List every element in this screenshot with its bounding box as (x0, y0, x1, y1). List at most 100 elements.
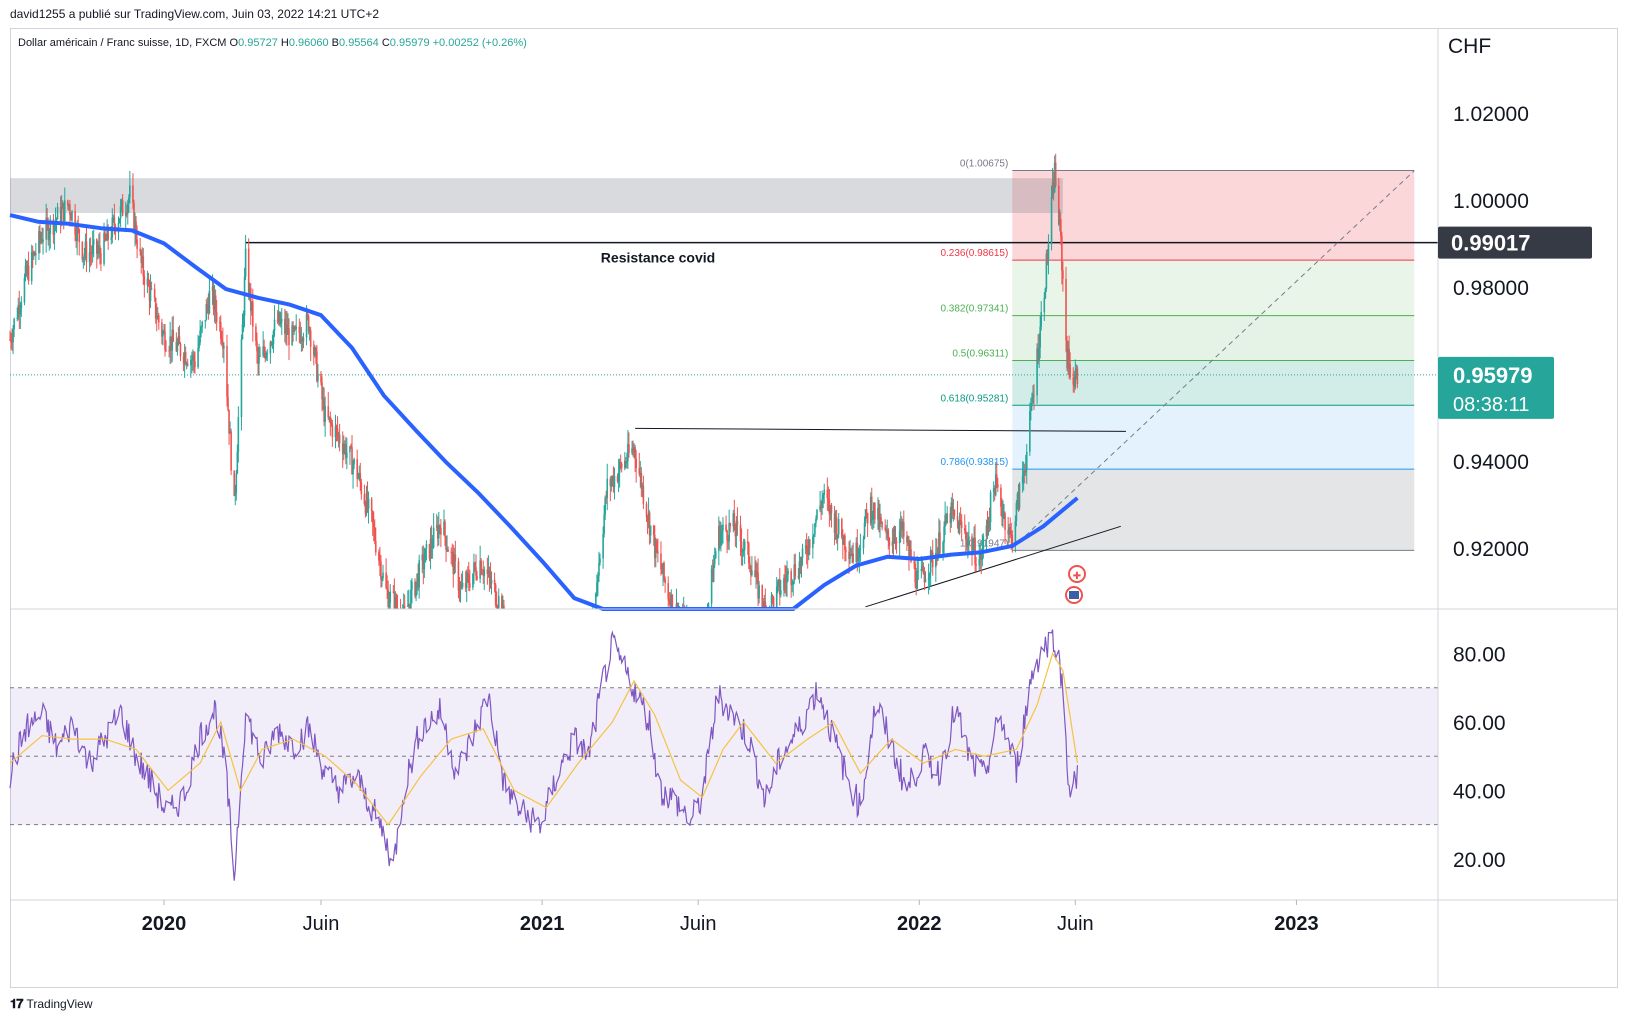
candle-body (84, 241, 87, 254)
time-tick-label: Juin (1057, 913, 1094, 935)
tradingview-brand[interactable]: 𝟏𝟕 TradingView (10, 996, 93, 1012)
candle-body (278, 312, 281, 325)
candle-body (486, 569, 489, 575)
level-badge[interactable] (1438, 226, 1592, 259)
candle-body (1050, 196, 1053, 245)
candle-body (1017, 493, 1020, 509)
candle-body (957, 520, 960, 534)
candle-body (430, 538, 433, 548)
candle-body (916, 571, 919, 589)
candle-body (106, 227, 108, 241)
candle-body (164, 331, 166, 350)
neckline[interactable] (635, 427, 1126, 432)
candle-body (82, 257, 85, 260)
candle-body (893, 537, 896, 543)
candle-body (619, 461, 622, 464)
candle-body (78, 229, 81, 243)
candle-body (128, 197, 130, 204)
candle-body (1076, 368, 1079, 385)
candle-body (273, 319, 276, 331)
candle-body (162, 333, 164, 337)
candle-body (107, 227, 109, 240)
candle-body (324, 406, 326, 423)
candle-body (952, 509, 955, 511)
candle-body (16, 317, 19, 319)
candle-body (501, 596, 503, 609)
candle-body (625, 460, 627, 464)
time-tick-label: 2022 (897, 913, 942, 935)
last-price-badge[interactable] (1438, 356, 1554, 419)
candle-body (308, 330, 311, 332)
candle-body (17, 305, 20, 318)
supply-zone[interactable] (10, 178, 1063, 213)
candle-body (1040, 312, 1043, 327)
economic-events[interactable]: ✚ (1065, 565, 1086, 604)
candle-body (67, 200, 69, 206)
price-tick-label: 0.94000 (1453, 451, 1529, 474)
candle-body (288, 327, 290, 346)
candle-body (930, 550, 933, 553)
candle-body (363, 494, 366, 504)
candle-body (605, 497, 608, 499)
candle-body (271, 343, 274, 345)
fib-level-label: 0(1.00675) (960, 159, 1008, 170)
support-trendline[interactable] (865, 525, 1121, 608)
candle-body (92, 239, 95, 245)
candle-body (790, 571, 792, 586)
candle-body (374, 540, 377, 553)
candle-body (172, 329, 175, 342)
candle-body (421, 554, 424, 561)
candle-body (323, 398, 325, 423)
candle-body (440, 527, 442, 535)
candle-body (265, 353, 268, 359)
rsi-tick-label: 80.00 (1453, 644, 1506, 667)
candle-body (714, 551, 717, 558)
candle-body (490, 579, 493, 584)
candle-body (733, 513, 736, 531)
candle-body (157, 315, 160, 323)
candle-body (963, 528, 966, 531)
candle-body (97, 250, 99, 254)
candle-body (454, 554, 457, 562)
rsi-ma-line[interactable] (9, 652, 1078, 826)
candle-body (891, 541, 894, 546)
candle-body (23, 277, 26, 303)
candle-body (899, 521, 902, 531)
candle-body (595, 593, 597, 609)
swiss-flag-icon[interactable] (1068, 565, 1086, 583)
candle-body (1044, 288, 1047, 298)
candle-body (1069, 363, 1071, 378)
candle-body (329, 416, 332, 423)
candle-body (272, 330, 275, 344)
candle-body (197, 348, 199, 368)
candle-body (146, 278, 149, 285)
candle-body (411, 581, 413, 590)
candle-body (483, 569, 486, 576)
candle-body (299, 332, 302, 342)
candle-body (1046, 253, 1049, 260)
candle-body (409, 603, 411, 609)
moving-average-line[interactable] (9, 213, 1079, 611)
candle-body (979, 553, 982, 560)
candle-body (402, 606, 405, 609)
candle-body (1004, 513, 1006, 530)
candle-body (154, 298, 157, 319)
candle-body (129, 185, 131, 198)
candle-body (301, 339, 304, 342)
candle-body (746, 541, 749, 544)
us-flag-canton-icon (1069, 591, 1079, 599)
candle-body (856, 542, 859, 562)
candle-body (956, 515, 959, 521)
candle-body (631, 448, 633, 454)
rsi-line[interactable] (9, 629, 1078, 881)
candle-body (902, 522, 905, 537)
candle-body (223, 345, 225, 349)
candle-body (240, 339, 243, 418)
candle-body (763, 601, 766, 609)
candle-body (624, 460, 626, 469)
dashed-projection-line[interactable] (1011, 170, 1415, 549)
candle-body (407, 605, 409, 607)
candle-body (429, 538, 432, 559)
candle-body (381, 578, 383, 580)
